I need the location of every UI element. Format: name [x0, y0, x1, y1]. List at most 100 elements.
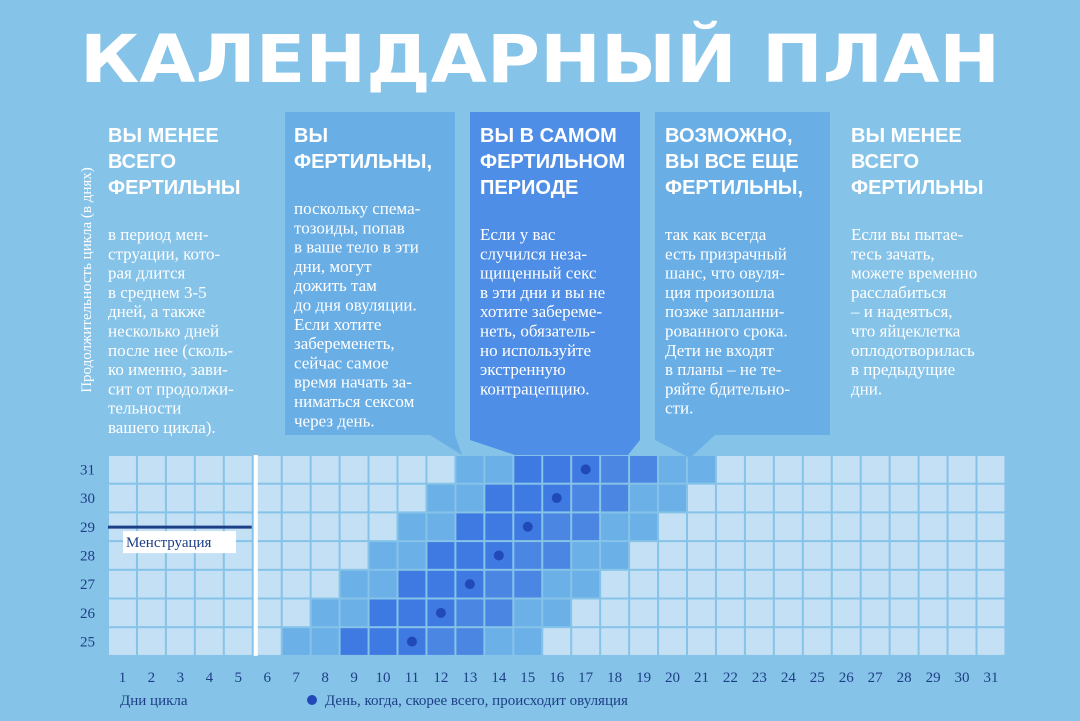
panel-background — [470, 112, 640, 455]
cell — [861, 484, 889, 512]
cell — [109, 456, 136, 483]
cell — [716, 456, 744, 483]
panel-body: дней, а также — [108, 302, 205, 321]
cell — [948, 513, 976, 541]
column-label: 8 — [321, 670, 329, 686]
panel-heading: ПЕРИОДЕ — [480, 177, 578, 199]
panel-body: ция произошла — [665, 283, 775, 302]
ovulation-dot — [464, 579, 475, 590]
panel-body: дни, могут — [294, 257, 372, 276]
cell — [369, 484, 397, 512]
panel-heading: ВСЕГО — [108, 151, 176, 173]
cell — [716, 570, 744, 598]
cell — [224, 456, 252, 483]
cell — [427, 513, 455, 541]
cell — [832, 570, 860, 598]
panel-heading: ВЫ МЕНЕЕ — [851, 125, 962, 147]
cell — [485, 513, 513, 541]
cell — [861, 513, 889, 541]
cell — [224, 599, 252, 627]
cell — [253, 628, 281, 655]
column-label: 14 — [491, 670, 507, 686]
panel-body: Если у вас — [480, 225, 556, 244]
panel-body: неть, обязатель- — [480, 322, 596, 341]
panel-body: расслабиться — [851, 283, 947, 302]
panel-body: дни. — [851, 379, 882, 398]
panel-body: время начать за- — [294, 373, 412, 392]
panel-body: случился неза- — [480, 244, 587, 263]
cell — [253, 542, 281, 569]
cell — [311, 599, 339, 627]
column-label: 11 — [405, 670, 419, 686]
column-label: 17 — [578, 670, 594, 686]
cell — [543, 513, 571, 541]
cell — [137, 570, 165, 598]
cell — [919, 628, 947, 655]
cell — [514, 570, 542, 598]
panel-heading: ФЕРТИЛЬНЫ, — [665, 177, 803, 199]
panel-body: ряйте бдительно- — [665, 379, 790, 398]
panel-body: несколько дней — [108, 322, 219, 341]
cell — [948, 628, 976, 655]
ovulation-dot — [580, 464, 591, 475]
column-label: 26 — [839, 670, 855, 686]
panel-body: хотите забереме- — [480, 302, 602, 321]
cell — [282, 628, 310, 655]
cell — [572, 484, 600, 512]
panel-body: в период мен- — [108, 225, 209, 244]
column-label: 31 — [983, 670, 998, 686]
cell — [803, 484, 831, 512]
cell — [948, 456, 976, 483]
cell — [688, 484, 715, 512]
cell — [803, 628, 831, 655]
panel-heading: ФЕРТИЛЬНЫ — [851, 177, 984, 199]
cell — [774, 513, 802, 541]
cell — [369, 570, 397, 598]
cell — [253, 513, 281, 541]
panel-heading: ФЕРТИЛЬНЫ, — [294, 151, 432, 173]
cell — [109, 599, 136, 627]
cell — [195, 570, 223, 598]
cell — [659, 570, 686, 598]
cell — [919, 513, 947, 541]
cell — [659, 484, 686, 512]
panel-body: ниматься сексом — [294, 392, 415, 411]
cell — [572, 542, 600, 569]
panel-body: но используйте — [480, 341, 591, 360]
column-label: 21 — [694, 670, 709, 686]
cell — [948, 484, 976, 512]
column-label: 20 — [665, 670, 680, 686]
ovulation-dot — [435, 607, 446, 618]
cell — [890, 628, 918, 655]
cell — [137, 484, 165, 512]
row-label: 27 — [80, 577, 96, 593]
column-label: 6 — [263, 670, 271, 686]
cell — [398, 484, 426, 512]
panel-heading: ВЫ В САМОМ — [480, 125, 617, 147]
cell — [137, 628, 165, 655]
column-label: 23 — [752, 670, 767, 686]
cell — [195, 484, 223, 512]
panel-body: Если вы пытае- — [851, 225, 964, 244]
panel-heading: ВОЗМОЖНО, — [665, 125, 793, 147]
cell — [311, 628, 339, 655]
cell — [716, 513, 744, 541]
panel-body: тельности — [108, 399, 181, 418]
panel-body: ко именно, зави- — [108, 360, 228, 379]
cell — [456, 484, 484, 512]
cell — [456, 599, 484, 627]
cell — [398, 513, 426, 541]
cell — [803, 599, 831, 627]
y-axis-label: Продолжительность цикла (в днях) — [79, 167, 95, 393]
cell — [253, 456, 281, 483]
cell — [745, 628, 773, 655]
cell — [109, 484, 136, 512]
cell — [195, 456, 223, 483]
panel-body: после нее (сколь- — [108, 341, 233, 360]
cell — [311, 513, 339, 541]
cell — [601, 570, 629, 598]
menstruation-separator — [253, 455, 258, 656]
cell — [485, 599, 513, 627]
panel-body: рованного срока. — [665, 322, 788, 341]
cell — [803, 513, 831, 541]
